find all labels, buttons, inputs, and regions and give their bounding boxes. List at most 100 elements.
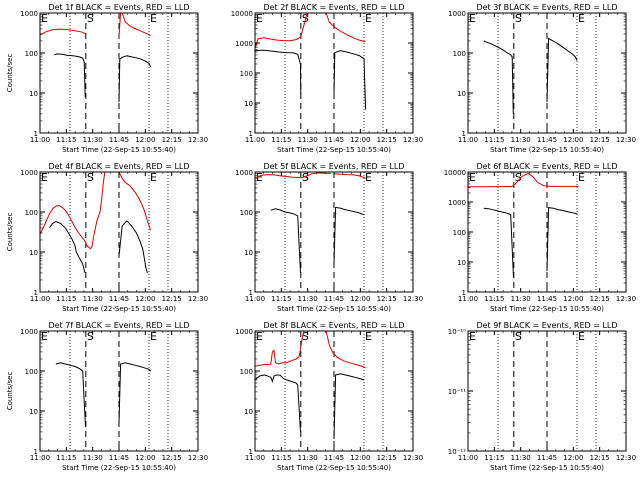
events-series-line — [483, 40, 514, 114]
x-tick-label: 11:15 — [56, 295, 76, 303]
marker-label: E — [469, 330, 476, 343]
x-tick-label: 12:15 — [162, 454, 182, 462]
marker-label: S — [302, 330, 309, 343]
chart-title: Det 7f BLACK = Events, RED = LLD — [48, 321, 189, 330]
y-tick-label: 1 — [462, 289, 466, 297]
y-tick-label: 100 — [25, 50, 38, 58]
x-tick-label: 11:30 — [83, 454, 103, 462]
marker-label: S — [515, 171, 522, 184]
x-tick-label: 11:00 — [245, 295, 265, 303]
x-tick-label: 12:15 — [377, 136, 397, 144]
y-tick-label: 100 — [25, 368, 38, 376]
marker-label: S — [515, 12, 522, 25]
marker-label: S — [87, 171, 94, 184]
x-tick-label: 12:15 — [590, 454, 610, 462]
lld-series-line — [39, 28, 87, 36]
y-tick-label: 1000 — [20, 10, 38, 18]
lld-series-line — [39, 171, 106, 250]
y-tick-label: 1 — [249, 448, 253, 456]
lld-series-line — [118, 171, 152, 231]
x-tick-label: 11:45 — [537, 454, 557, 462]
x-axis-label: Start Time (22-Sep-15 10:55:40) — [490, 464, 604, 472]
marker-label: E — [41, 171, 48, 184]
x-tick-label: 11:45 — [324, 454, 344, 462]
lld-series-line — [118, 12, 122, 37]
lld-series-line — [468, 172, 579, 188]
events-series-line — [118, 362, 151, 424]
y-tick-label: 10000 — [231, 10, 253, 18]
x-tick-label: 11:15 — [56, 136, 76, 144]
lld-series-line — [325, 12, 366, 43]
x-tick-label: 12:00 — [135, 454, 155, 462]
x-axis-label: Start Time (22-Sep-15 10:55:40) — [277, 464, 391, 472]
x-tick-label: 11:00 — [458, 295, 478, 303]
x-tick-label: 12:15 — [162, 295, 182, 303]
x-tick-label: 12:00 — [563, 295, 583, 303]
y-tick-label: 1 — [249, 130, 253, 138]
x-tick-label: 12:30 — [616, 295, 636, 303]
y-tick-label: 1 — [34, 289, 38, 297]
marker-label: E — [256, 12, 263, 25]
x-tick-label: 11:45 — [537, 136, 557, 144]
marker-label: E — [469, 171, 476, 184]
lld-series-line — [121, 12, 151, 37]
x-tick-label: 11:00 — [30, 295, 50, 303]
x-tick-label: 11:45 — [324, 295, 344, 303]
marker-label: E — [150, 12, 157, 25]
x-axis-label: Start Time (22-Sep-15 10:55:40) — [490, 305, 604, 313]
chart-title: Det 9f BLACK = Events, RED = LLD — [476, 321, 617, 330]
x-tick-label: 12:15 — [590, 295, 610, 303]
x-tick-label: 11:45 — [537, 295, 557, 303]
x-tick-label: 12:30 — [403, 136, 423, 144]
x-axis-label: Start Time (22-Sep-15 10:55:40) — [62, 146, 176, 154]
events-series-line — [483, 207, 514, 278]
marker-label: S — [87, 330, 94, 343]
events-series-line — [333, 373, 365, 440]
y-tick-label: 100 — [453, 50, 466, 58]
x-tick-label: 11:30 — [298, 454, 318, 462]
y-tick-label: 1000 — [448, 10, 466, 18]
y-tick-label: 10 — [457, 90, 466, 98]
chart-title: Det 3f BLACK = Events, RED = LLD — [476, 3, 617, 12]
x-tick-label: 11:30 — [298, 295, 318, 303]
x-tick-label: 11:15 — [271, 454, 291, 462]
lld-series-line — [325, 330, 366, 369]
y-tick-label: 10 — [244, 249, 253, 257]
chart-title: Det 1f BLACK = Events, RED = LLD — [48, 3, 189, 12]
events-series-line — [270, 208, 301, 273]
x-tick-label: 12:30 — [403, 295, 423, 303]
marker-label: E — [41, 12, 48, 25]
x-tick-label: 11:00 — [30, 454, 50, 462]
events-series-line — [118, 220, 148, 274]
x-tick-label: 11:00 — [458, 454, 478, 462]
lld-series-line — [254, 172, 331, 179]
events-series-line — [49, 220, 86, 274]
x-tick-label: 11:15 — [484, 295, 504, 303]
marker-label: E — [365, 12, 372, 25]
x-axis-label: Start Time (22-Sep-15 10:55:40) — [62, 464, 176, 472]
x-tick-label: 11:30 — [83, 295, 103, 303]
x-tick-label: 12:30 — [188, 136, 208, 144]
y-tick-label: 10⁻¹² — [448, 448, 466, 456]
x-tick-label: 11:45 — [109, 295, 129, 303]
events-series-line — [118, 55, 152, 102]
x-tick-label: 11:30 — [511, 136, 531, 144]
y-tick-label: 10 — [29, 90, 38, 98]
x-tick-label: 11:30 — [83, 136, 103, 144]
y-tick-label: 100 — [240, 70, 253, 78]
marker-label: E — [578, 12, 585, 25]
y-tick-label: 10 — [29, 408, 38, 416]
x-tick-label: 12:00 — [135, 136, 155, 144]
x-tick-label: 11:15 — [484, 136, 504, 144]
x-axis-label: Start Time (22-Sep-15 10:55:40) — [277, 146, 391, 154]
x-tick-label: 12:30 — [616, 136, 636, 144]
events-series-line — [546, 37, 578, 102]
y-tick-label: 10⁻¹⁰ — [448, 328, 466, 336]
marker-label: E — [41, 330, 48, 343]
